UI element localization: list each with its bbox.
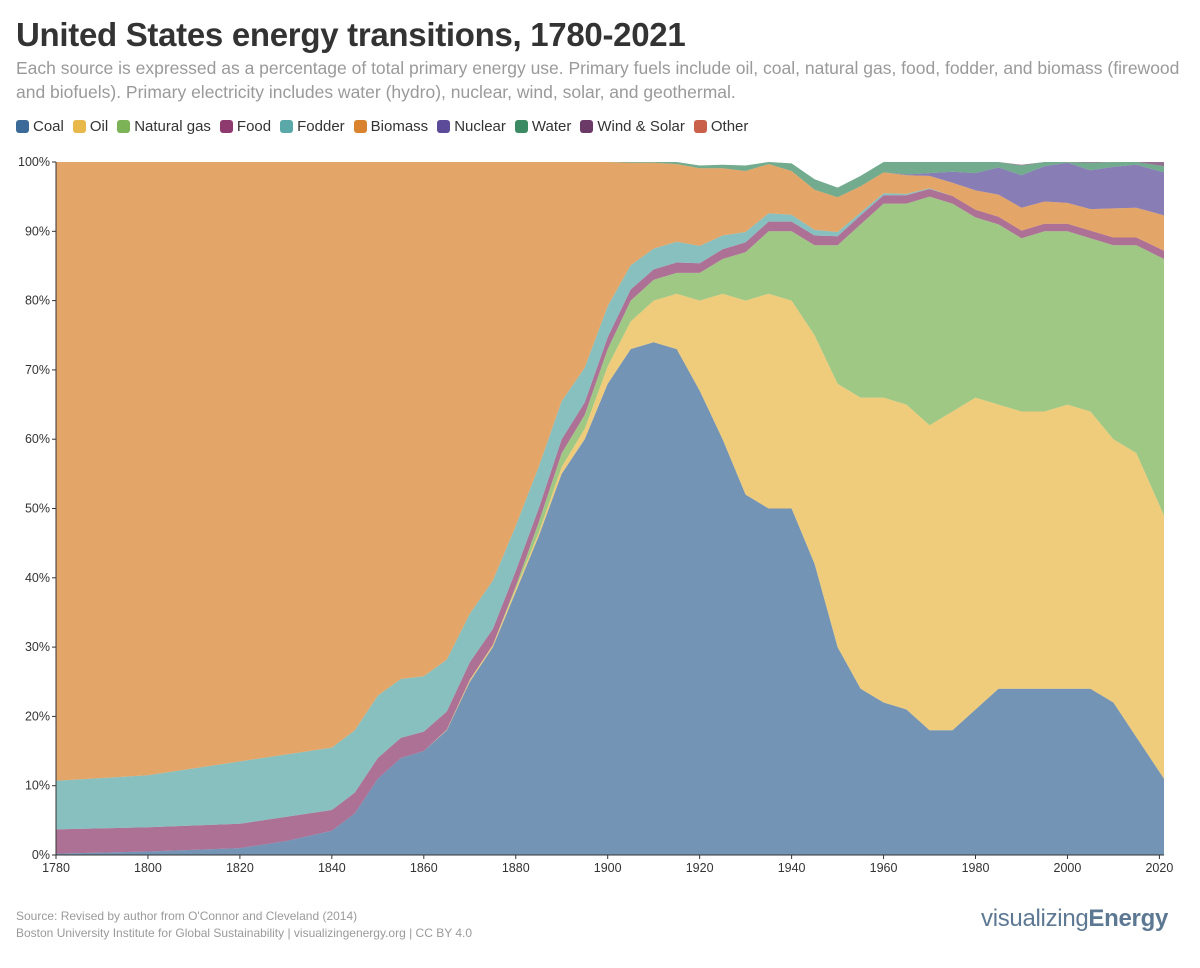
chart-title: United States energy transitions, 1780-2… xyxy=(16,16,686,53)
legend-swatch-nuclear xyxy=(437,120,451,133)
area-fodder[interactable] xyxy=(56,188,1164,830)
y-tick-label: 60% xyxy=(25,432,50,446)
y-tick-label: 40% xyxy=(25,571,50,585)
x-tick-label: 1940 xyxy=(778,861,806,875)
y-tick-label: 20% xyxy=(25,709,50,723)
x-tick-label: 1880 xyxy=(502,861,530,875)
area-natural-gas[interactable] xyxy=(56,196,1164,854)
y-tick-label: 100% xyxy=(18,155,50,169)
legend-label-natural-gas: Natural gas xyxy=(134,118,211,135)
y-tick-label: 30% xyxy=(25,640,50,654)
legend-label-nuclear: Nuclear xyxy=(454,118,506,135)
x-tick-label: 1960 xyxy=(870,861,898,875)
legend-label-other: Other xyxy=(710,118,749,135)
legend-swatch-coal xyxy=(16,120,29,133)
legend-swatch-natural-gas xyxy=(117,120,131,133)
area-water[interactable] xyxy=(56,162,1164,198)
x-tick-label: 1800 xyxy=(134,861,162,875)
legend-label-wind-solar: Wind & Solar xyxy=(597,118,685,135)
legend-item-fodder[interactable]: Fodder xyxy=(280,118,345,135)
x-tick-label: 1900 xyxy=(594,861,622,875)
legend-swatch-fodder xyxy=(280,120,294,133)
brand-logo: visualizingEnergy xyxy=(981,905,1168,933)
legend-label-food: Food xyxy=(236,118,272,135)
area-layers xyxy=(56,162,1164,855)
legend-label-water: Water xyxy=(531,118,572,135)
x-tick-label: 1780 xyxy=(42,861,70,875)
x-tick-label: 1840 xyxy=(318,861,346,875)
x-tick-label: 1920 xyxy=(686,861,714,875)
x-tick-label: 1860 xyxy=(410,861,438,875)
legend-label-biomass: Biomass xyxy=(370,118,429,135)
source-note: Source: Revised by author from O'Connor … xyxy=(16,908,472,942)
y-tick-label: 0% xyxy=(32,848,50,862)
y-tick-label: 10% xyxy=(25,779,50,793)
x-tick-label: 1820 xyxy=(226,861,254,875)
legend-item-other[interactable]: Other xyxy=(693,118,749,135)
legend-item-biomass[interactable]: Biomass xyxy=(353,118,429,135)
brand-light: visualizing xyxy=(981,905,1089,932)
legend-swatch-wind-solar xyxy=(580,120,594,133)
area-nuclear[interactable] xyxy=(56,162,1164,216)
source-line-2: Boston University Institute for Global S… xyxy=(16,926,473,940)
legend-item-food[interactable]: Food xyxy=(219,118,272,135)
area-biomass[interactable] xyxy=(56,162,1164,781)
x-tick-label: 2000 xyxy=(1054,861,1082,875)
legend-item-nuclear[interactable]: Nuclear xyxy=(437,118,506,135)
x-tick-label: 1980 xyxy=(962,861,990,875)
brand-bold: Energy xyxy=(1088,905,1168,932)
stacked-area-chart: 0% 10% 20% 30% 40% 50% 60% 70% 80% 90% 100% 1780 180… xyxy=(18,155,1173,875)
legend-label-oil: Oil xyxy=(89,118,109,135)
y-tick-label: 70% xyxy=(25,363,50,377)
legend-swatch-biomass xyxy=(353,120,367,133)
legend: Coal Oil Natural gas Food Fodder Biomass… xyxy=(16,118,757,135)
area-oil[interactable] xyxy=(56,293,1164,854)
y-tick-label: 50% xyxy=(25,502,50,516)
legend-item-natural-gas[interactable]: Natural gas xyxy=(117,118,211,135)
legend-item-wind-solar[interactable]: Wind & Solar xyxy=(580,118,685,135)
legend-swatch-other xyxy=(693,120,707,133)
axes: 0% 10% 20% 30% 40% 50% 60% 70% 80% 90% 100% 1780 180… xyxy=(18,155,1173,875)
chart-subtitle: Each source is expressed as a percentage… xyxy=(16,58,1180,102)
legend-label-fodder: Fodder xyxy=(297,118,345,135)
legend-swatch-water xyxy=(514,120,528,133)
legend-item-oil[interactable]: Oil xyxy=(72,118,109,135)
area-coal[interactable] xyxy=(56,342,1164,855)
y-tick-label: 90% xyxy=(25,224,50,238)
y-tick-label: 80% xyxy=(25,294,50,308)
legend-label-coal: Coal xyxy=(33,118,64,135)
legend-item-coal[interactable]: Coal xyxy=(16,118,64,135)
source-line-1: Source: Revised by author from O'Connor … xyxy=(16,909,358,923)
legend-swatch-oil xyxy=(72,120,86,133)
legend-swatch-food xyxy=(219,120,233,133)
legend-item-water[interactable]: Water xyxy=(514,118,572,135)
x-tick-label: 2020 xyxy=(1145,861,1173,875)
